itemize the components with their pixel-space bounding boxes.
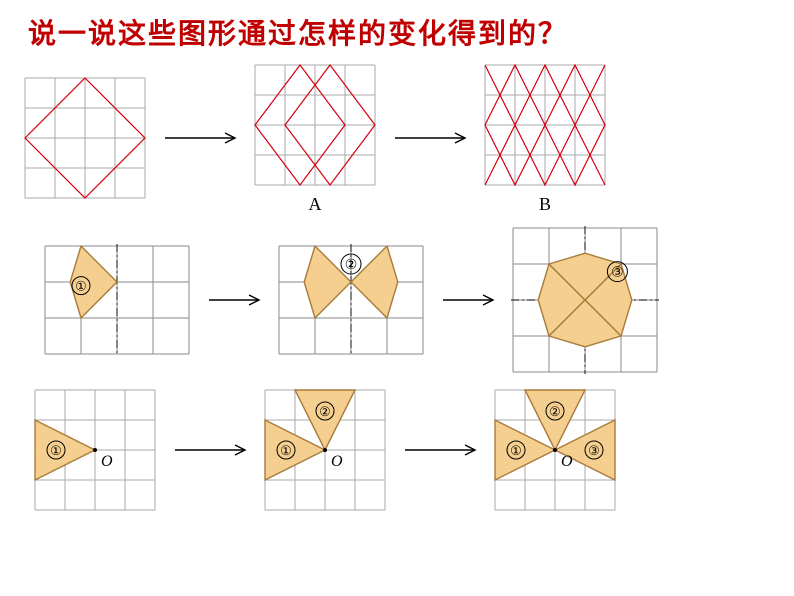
row1-step3: B: [480, 60, 610, 215]
svg-text:①: ①: [510, 443, 522, 458]
row2-step2: ②: [274, 241, 428, 359]
arrow-icon: [160, 128, 240, 148]
label-B: B: [539, 194, 551, 215]
svg-text:②: ②: [549, 404, 561, 419]
row-3: ①O ①②O ①②③O: [0, 385, 794, 515]
row3-step2: ① ② O: [260, 385, 390, 515]
svg-text:③: ③: [611, 264, 624, 280]
row-1: A B: [0, 60, 794, 215]
row1-step2: A: [250, 60, 380, 215]
svg-text:①: ①: [50, 443, 62, 458]
arrow-icon: [170, 440, 250, 460]
row2-step1: ①: [40, 241, 194, 359]
arrow-icon: [204, 290, 264, 310]
row1-step1: [20, 73, 150, 203]
arrow-icon: [438, 290, 498, 310]
svg-text:O: O: [101, 453, 113, 470]
arrow-icon: [400, 440, 480, 460]
row2-step3: ③: [508, 223, 662, 377]
row3-step1: ①O: [30, 385, 160, 515]
row3-step3: ① ② ③O: [490, 385, 620, 515]
row-2: ① ② ③: [0, 223, 794, 377]
svg-text:O: O: [331, 453, 343, 470]
svg-text:O: O: [561, 453, 573, 470]
svg-text:①: ①: [280, 443, 292, 458]
page-title: 说一说这些图形通过怎样的变化得到的？: [0, 0, 794, 60]
arrow-icon: [390, 128, 470, 148]
svg-text:③: ③: [588, 443, 600, 458]
label-A: A: [309, 194, 322, 215]
svg-text:②: ②: [319, 404, 331, 419]
svg-text:②: ②: [345, 256, 358, 272]
svg-text:①: ①: [75, 279, 87, 294]
